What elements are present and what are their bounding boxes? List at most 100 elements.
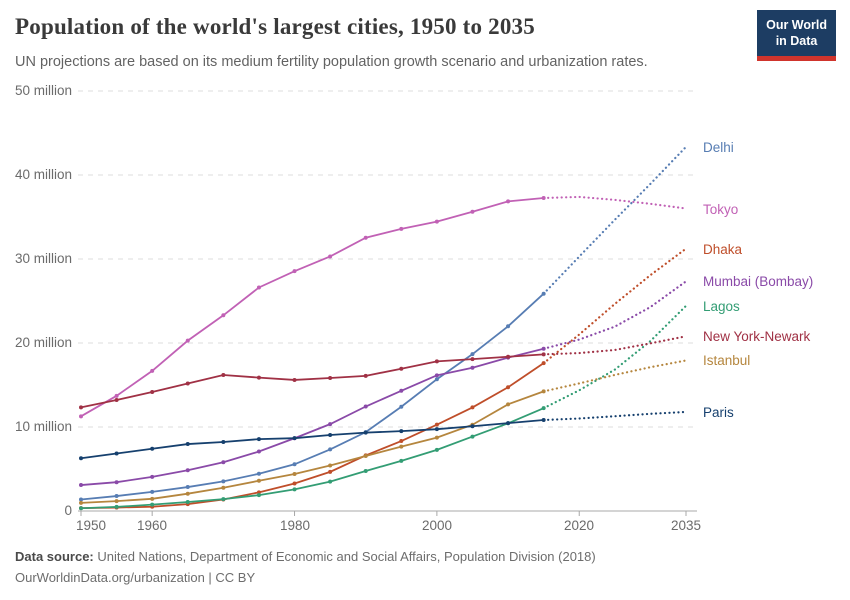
series-line-solid-delhi <box>80 293 545 501</box>
data-point-istanbul <box>506 402 511 407</box>
series-new-york-newark[interactable] <box>79 335 688 410</box>
data-point-tokyo <box>79 414 83 419</box>
series-line-solid-paris <box>80 419 544 460</box>
data-point-istanbul <box>256 478 261 483</box>
data-point-dhaka <box>541 361 546 366</box>
data-point-paris <box>506 421 511 426</box>
series-line-projection-tokyo <box>542 195 688 210</box>
owid-logo[interactable]: Our World in Data <box>757 10 836 61</box>
logo-line-1: Our World <box>766 18 827 32</box>
y-axis-label-10m: 10 million <box>14 419 72 434</box>
series-dhaka[interactable] <box>79 247 688 511</box>
data-point-new-york-newark <box>470 357 475 362</box>
data-point-mumbai-bombay <box>363 404 368 409</box>
data-point-tokyo <box>363 235 368 240</box>
series-label-delhi[interactable]: Delhi <box>703 139 734 155</box>
data-point-mumbai-bombay <box>399 388 404 393</box>
data-point-delhi <box>79 497 83 502</box>
x-axis-label-2035: 2035 <box>670 518 702 533</box>
series-mumbai-bombay[interactable] <box>79 280 688 488</box>
data-point-lagos <box>150 502 155 507</box>
data-point-lagos <box>434 447 439 452</box>
series-paris[interactable] <box>79 410 688 461</box>
data-point-tokyo <box>185 338 190 343</box>
data-point-istanbul <box>114 499 119 504</box>
data-point-delhi <box>399 404 404 409</box>
data-point-istanbul <box>328 463 333 468</box>
data-point-delhi <box>470 352 475 357</box>
data-point-new-york-newark <box>79 405 83 410</box>
footer-source-text: United Nations, Department of Economic a… <box>93 549 596 564</box>
series-label-new-york-newark[interactable]: New York-Newark <box>703 329 811 345</box>
series-line-projection-istanbul <box>542 359 688 393</box>
series-line-projection-dhaka <box>542 247 688 365</box>
data-point-dhaka <box>506 385 511 390</box>
data-point-paris <box>470 424 475 429</box>
data-point-mumbai-bombay <box>328 422 333 427</box>
data-point-istanbul <box>292 472 297 477</box>
page-title: Population of the world's largest cities… <box>15 14 535 39</box>
data-point-lagos <box>185 500 190 505</box>
data-point-istanbul <box>79 500 83 505</box>
series-label-tokyo[interactable]: Tokyo <box>703 201 739 217</box>
data-point-new-york-newark <box>541 352 546 357</box>
data-point-delhi <box>506 324 511 329</box>
data-point-delhi <box>256 471 261 476</box>
data-point-dhaka <box>328 469 333 474</box>
y-axis-label-0: 0 <box>64 503 72 518</box>
y-axis-label-50m: 50 million <box>14 83 72 98</box>
data-point-lagos <box>470 434 475 439</box>
data-point-lagos <box>221 497 226 502</box>
y-axis-label-30m: 30 million <box>14 251 72 266</box>
data-point-mumbai-bombay <box>79 483 83 488</box>
series-label-lagos[interactable]: Lagos <box>703 298 740 314</box>
data-point-paris <box>363 430 368 435</box>
data-point-istanbul <box>399 444 404 449</box>
footer-license[interactable]: OurWorldinData.org/urbanization | CC BY <box>15 570 256 585</box>
x-axis-label-1980: 1980 <box>279 518 311 533</box>
data-point-paris <box>328 432 333 437</box>
data-point-new-york-newark <box>434 359 439 364</box>
data-point-paris <box>114 451 119 456</box>
series-label-dhaka[interactable]: Dhaka <box>703 241 743 257</box>
chart-footer: Data source: United Nations, Department … <box>15 546 596 588</box>
data-point-lagos <box>363 469 368 474</box>
data-point-paris <box>221 440 226 445</box>
series-tokyo[interactable] <box>79 195 688 419</box>
data-point-lagos <box>79 506 83 511</box>
chart-plot <box>78 90 697 516</box>
series-label-istanbul[interactable]: Istanbul <box>703 353 751 369</box>
data-point-dhaka <box>256 490 261 495</box>
data-point-dhaka <box>470 405 475 410</box>
x-axis-label-2020: 2020 <box>563 518 595 533</box>
series-lagos[interactable] <box>79 304 688 511</box>
data-point-paris <box>541 418 546 423</box>
data-point-istanbul <box>434 435 439 440</box>
data-point-delhi <box>114 494 119 499</box>
data-point-delhi <box>185 485 190 490</box>
data-point-mumbai-bombay <box>434 373 439 378</box>
data-point-paris <box>150 446 155 451</box>
data-point-dhaka <box>434 422 439 427</box>
data-point-new-york-newark <box>328 376 333 381</box>
data-point-new-york-newark <box>506 354 511 359</box>
series-delhi[interactable] <box>79 145 688 502</box>
data-point-tokyo <box>541 196 546 201</box>
data-point-mumbai-bombay <box>114 480 119 485</box>
page-subtitle: UN projections are based on its medium f… <box>15 54 648 70</box>
data-point-new-york-newark <box>150 390 155 395</box>
data-point-tokyo <box>150 368 155 373</box>
data-point-paris <box>292 436 297 441</box>
data-point-istanbul <box>185 491 190 496</box>
series-label-paris[interactable]: Paris <box>703 404 734 420</box>
data-point-new-york-newark <box>399 366 404 371</box>
data-point-mumbai-bombay <box>150 474 155 479</box>
data-point-lagos <box>256 493 261 498</box>
series-label-mumbai-bombay[interactable]: Mumbai (Bombay) <box>703 274 814 290</box>
data-point-istanbul <box>150 496 155 501</box>
data-point-new-york-newark <box>185 381 190 386</box>
data-point-mumbai-bombay <box>470 365 475 370</box>
y-axis-label-40m: 40 million <box>14 167 72 182</box>
series-line-projection-delhi <box>542 145 688 295</box>
